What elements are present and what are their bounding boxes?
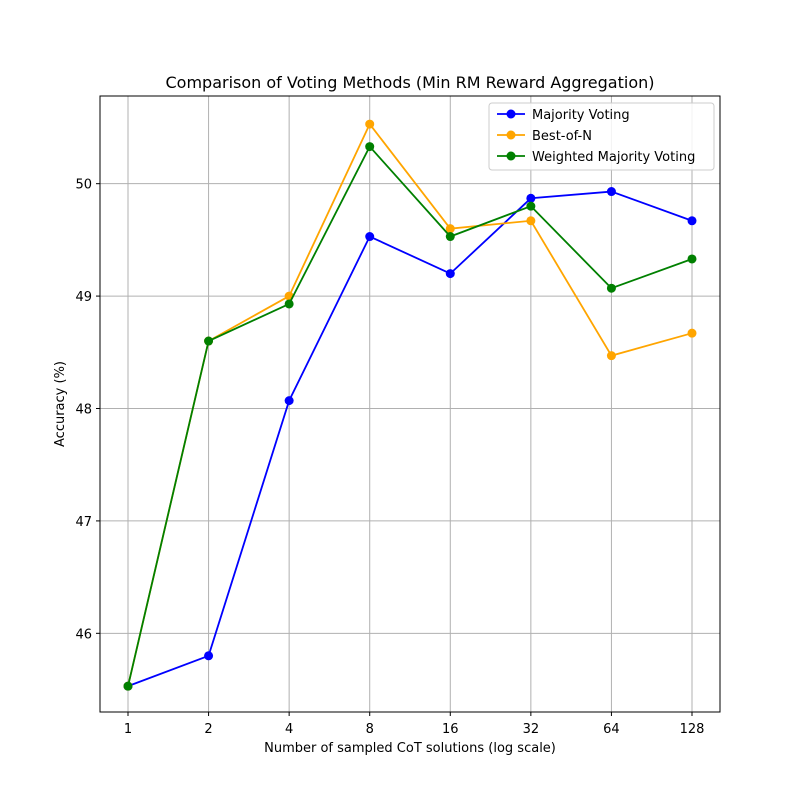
data-point	[606, 351, 616, 361]
series-line	[127, 122, 693, 687]
legend-item: Majority Voting	[497, 108, 630, 123]
data-point	[365, 119, 375, 129]
legend-label: Weighted Majority Voting	[532, 150, 695, 165]
y-axis-label: Accuracy (%)	[53, 361, 68, 447]
legend-label: Majority Voting	[532, 108, 630, 123]
x-tick-label: 16	[442, 722, 459, 737]
y-tick-label: 49	[75, 290, 92, 305]
legend-marker	[506, 130, 516, 140]
data-point	[365, 142, 375, 152]
data-point	[365, 232, 375, 242]
y-tick-label: 46	[75, 627, 92, 642]
data-point	[445, 269, 455, 279]
y-tick-label: 50	[75, 178, 92, 193]
series-1	[123, 187, 697, 691]
data-point	[445, 224, 455, 234]
data-point	[687, 328, 697, 338]
legend: Majority Voting Best-of-N Weighted Majorit…	[488, 102, 715, 171]
x-tick-label: 4	[285, 722, 293, 737]
legend-box	[488, 102, 715, 171]
y-tick-label: 47	[75, 515, 92, 530]
data-point	[284, 299, 294, 309]
data-point	[204, 651, 214, 661]
x-tick-label: 1	[124, 722, 132, 737]
y-tick-label: 48	[75, 402, 92, 417]
data-point	[526, 216, 536, 226]
x-tick-label: 8	[366, 722, 374, 737]
chart-title: Comparison of Voting Methods (Min RM Rew…	[166, 73, 655, 92]
data-point	[606, 283, 616, 293]
data-point	[204, 336, 214, 346]
series-line	[127, 190, 693, 687]
series-line	[127, 145, 693, 687]
data-series	[123, 119, 697, 691]
legend-item: Weighted Majority Voting	[497, 150, 695, 165]
data-point	[123, 681, 133, 691]
legend-marker	[506, 151, 516, 161]
x-axis-label: Number of sampled CoT solutions (log sca…	[264, 741, 556, 756]
data-point	[284, 396, 294, 406]
data-point	[526, 201, 536, 211]
data-point	[606, 187, 616, 197]
x-tick-label: 32	[523, 722, 540, 737]
data-point	[687, 254, 697, 264]
x-tick-label: 2	[204, 722, 212, 737]
legend-label: Best-of-N	[532, 129, 592, 144]
legend-marker	[506, 109, 516, 119]
legend-item: Best-of-N	[497, 129, 592, 144]
series-3	[123, 142, 697, 691]
x-tick-label: 64	[603, 722, 620, 737]
x-tick-label: 128	[680, 722, 705, 737]
data-point	[526, 193, 536, 203]
data-point	[445, 232, 455, 242]
data-point	[687, 216, 697, 226]
plot-frame	[99, 95, 721, 713]
